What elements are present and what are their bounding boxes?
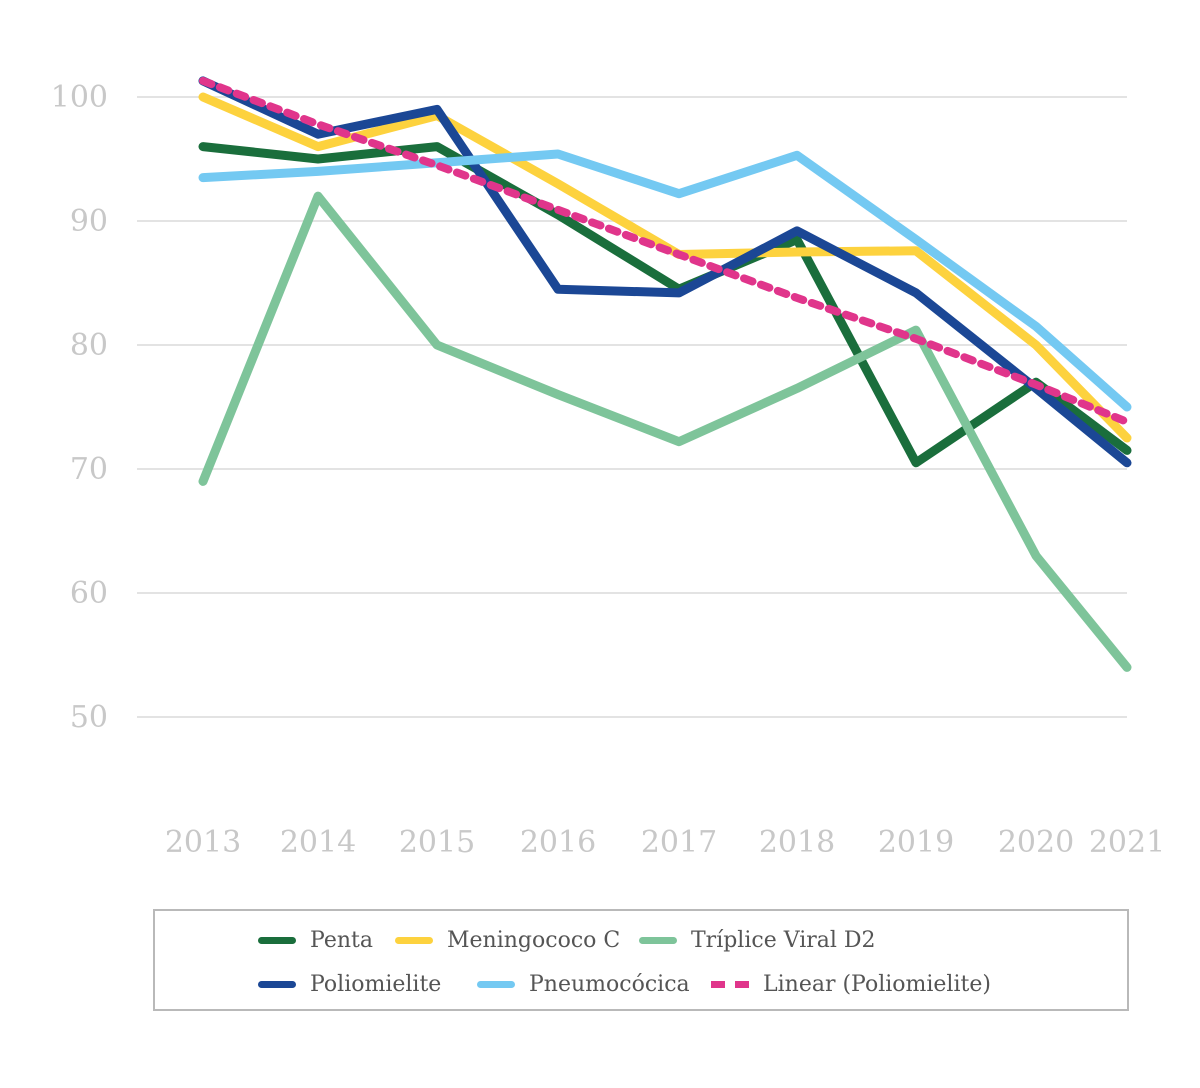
x-tick-label: 2014 [280, 825, 356, 860]
legend-item-linear-poliomielite[interactable]: Linear (Poliomielite) [711, 969, 991, 999]
legend-item-penta[interactable]: Penta [258, 925, 373, 955]
x-tick-label: 2017 [641, 825, 717, 860]
legend-label-linear-poliomielite: Linear (Poliomielite) [763, 971, 991, 997]
gridlines [137, 96, 1127, 718]
series-line-meningococo-c [198, 92, 1132, 443]
legend-label-meningococo-c: Meningococo C [447, 927, 621, 953]
legend-swatch-poliomielite [258, 980, 296, 988]
legend-label-poliomielite: Poliomielite [310, 971, 442, 997]
x-tick-label: 2013 [165, 825, 241, 860]
series-line-pneumococica [198, 149, 1132, 412]
y-axis-ticks: 100 90 80 70 60 50 [51, 80, 108, 735]
x-tick-label: 2016 [520, 825, 596, 860]
legend-label-pneumococica: Pneumocócica [529, 971, 690, 997]
legend-swatch-triplice-viral-d2 [639, 936, 677, 944]
series-line-linear-poliomielite [199, 76, 1131, 426]
x-tick-label: 2021 [1089, 825, 1165, 860]
legend-label-triplice-viral-d2: Tríplice Viral D2 [691, 927, 876, 953]
legend-swatch-pneumococica [477, 980, 515, 988]
legend-swatch-linear-poliomielite [711, 980, 749, 988]
y-tick-label: 90 [70, 204, 108, 239]
y-tick-label: 50 [70, 700, 108, 735]
y-tick-label: 60 [70, 576, 108, 611]
y-tick-label: 100 [51, 80, 108, 115]
legend-item-pneumococica[interactable]: Pneumocócica [477, 969, 690, 999]
legend-swatch-meningococo-c [395, 936, 433, 944]
legend-label-penta: Penta [310, 927, 373, 953]
x-axis-ticks: 2013 2014 2015 2016 2017 2018 2019 2020 2021 [165, 825, 1165, 860]
x-tick-label: 2020 [998, 825, 1074, 860]
x-tick-label: 2019 [878, 825, 954, 860]
y-tick-label: 70 [70, 452, 108, 487]
legend-item-meningococo-c[interactable]: Meningococo C [395, 925, 620, 955]
x-tick-label: 2015 [399, 825, 475, 860]
legend: Penta Meningococo C Tríplice Viral D2 Po… [153, 909, 1129, 1011]
legend-swatch-penta [258, 936, 296, 944]
legend-item-triplice-viral-d2[interactable]: Tríplice Viral D2 [639, 925, 876, 955]
x-tick-label: 2018 [759, 825, 835, 860]
series-line-triplice-viral-d2 [198, 191, 1132, 672]
legend-item-poliomielite[interactable]: Poliomielite [258, 969, 441, 999]
series-line-poliomielite [198, 76, 1132, 468]
y-tick-label: 80 [70, 328, 108, 363]
series-lines [198, 76, 1132, 672]
